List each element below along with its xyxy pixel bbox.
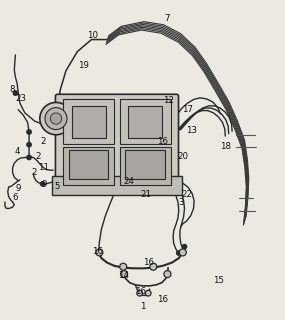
Text: 16: 16 — [157, 137, 168, 146]
Text: 1: 1 — [140, 302, 145, 311]
Text: 19: 19 — [78, 60, 89, 69]
Bar — [125, 150, 165, 179]
Circle shape — [96, 249, 103, 256]
Circle shape — [27, 155, 31, 160]
Text: 3: 3 — [179, 197, 184, 206]
Circle shape — [164, 270, 171, 277]
Text: 10: 10 — [87, 31, 98, 40]
Circle shape — [181, 251, 184, 254]
Text: 16: 16 — [92, 247, 103, 256]
Circle shape — [27, 130, 31, 134]
Text: 22: 22 — [182, 190, 193, 199]
Circle shape — [179, 249, 186, 256]
Text: 2: 2 — [40, 137, 45, 146]
Bar — [69, 150, 109, 179]
Bar — [52, 176, 182, 195]
Text: 20: 20 — [177, 152, 188, 161]
FancyBboxPatch shape — [55, 94, 178, 194]
Circle shape — [27, 142, 31, 147]
Text: 4: 4 — [15, 147, 20, 156]
Bar — [63, 100, 114, 144]
Circle shape — [98, 251, 101, 254]
Text: 16: 16 — [143, 258, 154, 267]
Circle shape — [152, 265, 155, 268]
Circle shape — [120, 263, 127, 270]
Bar — [120, 100, 171, 144]
Text: 21: 21 — [141, 190, 151, 199]
Circle shape — [177, 251, 181, 255]
Text: 11: 11 — [38, 163, 49, 172]
Text: 12: 12 — [163, 96, 174, 105]
Circle shape — [40, 102, 72, 135]
Text: 7: 7 — [164, 14, 169, 23]
Bar — [63, 147, 114, 186]
Text: 8: 8 — [9, 85, 15, 94]
Text: 16: 16 — [157, 295, 168, 304]
Bar — [128, 106, 162, 138]
Text: 6: 6 — [13, 193, 18, 202]
Circle shape — [182, 244, 187, 249]
Text: 2: 2 — [35, 152, 41, 161]
Text: 14: 14 — [118, 271, 129, 280]
Circle shape — [150, 263, 157, 270]
Circle shape — [40, 182, 45, 186]
Circle shape — [50, 113, 62, 124]
Bar — [120, 147, 171, 186]
Text: 15: 15 — [213, 276, 224, 285]
Text: 23: 23 — [16, 94, 27, 103]
Circle shape — [145, 290, 151, 296]
Text: 16: 16 — [135, 287, 146, 296]
Text: 9: 9 — [42, 180, 47, 189]
Circle shape — [13, 91, 18, 95]
Text: 24: 24 — [123, 177, 135, 186]
Text: 9: 9 — [16, 184, 21, 193]
Text: 13: 13 — [186, 126, 197, 135]
Text: 17: 17 — [182, 105, 193, 114]
Bar — [72, 106, 106, 138]
Text: 2: 2 — [31, 168, 37, 177]
Circle shape — [137, 290, 142, 296]
Circle shape — [45, 108, 67, 130]
Circle shape — [122, 265, 125, 268]
Text: 18: 18 — [220, 142, 231, 151]
Circle shape — [121, 270, 128, 277]
Text: 5: 5 — [54, 182, 60, 191]
